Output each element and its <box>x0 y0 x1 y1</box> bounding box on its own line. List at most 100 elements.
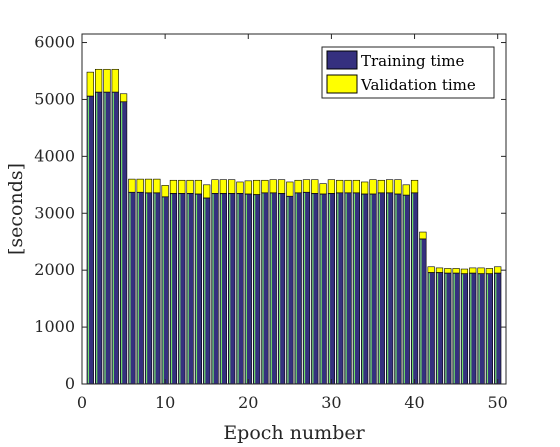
bar-validation-14 <box>194 179 203 195</box>
bar-edge-17 <box>220 194 223 384</box>
legend-label-validation: Validation time <box>360 76 476 94</box>
x-axis-label: Epoch number <box>223 422 365 444</box>
bar-edge-18 <box>229 194 231 384</box>
ticks-layer: 0 10 20 30 40 50 0 1000 2000 3000 4000 5000 6000 <box>34 33 508 412</box>
bar-validation-27 <box>302 179 311 193</box>
bar-edge-42 <box>428 273 430 384</box>
bar-edge-34 <box>362 194 364 384</box>
bar-edge-36 <box>378 193 380 384</box>
bar-edge-25 <box>287 196 289 384</box>
bar-validation-15 <box>203 184 211 199</box>
legend-label-training: Training time <box>361 52 464 70</box>
bar-edge-3 <box>104 92 106 384</box>
bar-edge-16 <box>212 194 214 384</box>
bar-validation-37 <box>385 179 394 194</box>
bar-edge-15 <box>204 198 206 384</box>
legend-swatch-validation <box>326 74 358 94</box>
bar-validation-31 <box>336 179 344 194</box>
bar-edge-11 <box>170 194 173 384</box>
bar-validation-29 <box>319 183 327 195</box>
bar-edge-23 <box>270 193 272 384</box>
y-tick-label: 6000 <box>34 33 75 52</box>
bar-edge-12 <box>179 194 181 384</box>
bar-validation-24 <box>277 179 286 194</box>
bar-validation-48 <box>477 267 485 274</box>
bar-edge-26 <box>295 193 297 384</box>
bar-validation-21 <box>252 179 261 195</box>
bar-validation-30 <box>327 179 336 194</box>
bar-validation-43 <box>435 267 444 273</box>
bar-edge-24 <box>279 194 281 384</box>
bar-edge-30 <box>328 194 331 384</box>
bar-validation-44 <box>444 268 452 274</box>
bar-edge-1 <box>87 96 89 384</box>
bar-edge-33 <box>353 193 356 384</box>
bar-validation-18 <box>228 179 236 194</box>
bar-edge-32 <box>345 193 347 384</box>
legend: Training time Validation time <box>321 46 495 99</box>
y-tick-label: 3000 <box>34 203 75 222</box>
bar-edge-41 <box>420 239 422 384</box>
bar-validation-7 <box>136 178 144 193</box>
bar-validation-22 <box>261 179 269 194</box>
x-tick-label: 20 <box>238 393 258 412</box>
bar-edge-50 <box>495 273 497 384</box>
bar-edge-4 <box>112 92 114 384</box>
bar-edge-38 <box>395 194 397 384</box>
bar-validation-1 <box>86 71 94 97</box>
bar-edge-48 <box>478 274 480 384</box>
y-axis-label: [seconds] <box>5 163 27 255</box>
bar-edge-35 <box>370 194 372 384</box>
bar-edge-31 <box>337 193 339 384</box>
bar-validation-45 <box>452 268 460 274</box>
bar-validation-9 <box>153 178 161 194</box>
y-tick-label: 2000 <box>34 260 75 279</box>
bar-validation-5 <box>119 93 128 103</box>
bar-validation-17 <box>219 179 227 194</box>
bar-validation-28 <box>311 179 319 194</box>
bar-validation-26 <box>294 179 302 194</box>
bar-edge-46 <box>461 274 464 384</box>
x-tick-label: 0 <box>77 393 87 412</box>
bar-validation-6 <box>128 178 136 193</box>
bar-edge-10 <box>162 197 164 384</box>
y-tick-label: 5000 <box>34 89 75 108</box>
bar-edge-43 <box>436 273 439 384</box>
bar-validation-8 <box>144 178 153 194</box>
bar-validation-34 <box>361 181 369 195</box>
bar-edge-8 <box>145 193 148 384</box>
bar-validation-35 <box>369 179 377 195</box>
bar-validation-46 <box>460 268 469 274</box>
x-tick-label: 30 <box>321 393 341 412</box>
bar-validation-3 <box>103 68 111 93</box>
bar-edge-9 <box>154 193 156 384</box>
bar-edge-44 <box>445 273 447 384</box>
bar-validation-10 <box>161 185 169 198</box>
bar-validation-19 <box>236 181 244 194</box>
bar-validation-42 <box>427 266 435 273</box>
bar-validation-13 <box>186 179 194 194</box>
bar-validation-20 <box>244 180 252 195</box>
bar-edge-27 <box>303 193 306 384</box>
bar-edge-40 <box>412 193 414 384</box>
bar-edge-13 <box>187 194 189 384</box>
axes-box <box>81 33 507 385</box>
bar-validation-41 <box>419 231 427 240</box>
bar-validation-33 <box>352 179 360 194</box>
bar-validation-4 <box>111 68 119 93</box>
bar-validation-23 <box>269 179 277 194</box>
bar-edge-49 <box>486 274 489 384</box>
bar-validation-12 <box>178 179 186 194</box>
bar-edge-20 <box>245 194 247 384</box>
bar-validation-49 <box>485 268 493 274</box>
bars-layer <box>86 68 502 385</box>
x-tick-label: 10 <box>155 393 175 412</box>
bar-validation-39 <box>402 184 410 196</box>
x-tick-label: 40 <box>404 393 424 412</box>
y-tick-label: 4000 <box>34 146 75 165</box>
y-tick-label: 1000 <box>34 317 75 336</box>
bar-edge-21 <box>254 195 256 384</box>
bar-validation-11 <box>169 179 178 194</box>
bar-edge-5 <box>121 102 123 384</box>
